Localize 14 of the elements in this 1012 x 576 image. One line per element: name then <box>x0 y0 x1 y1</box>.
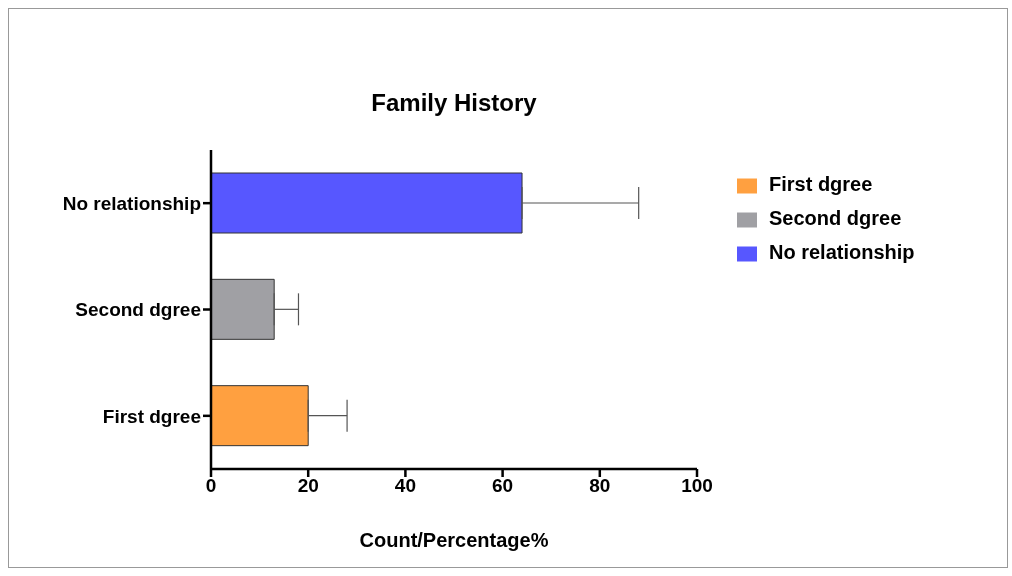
legend-label: Second dgree <box>769 207 902 229</box>
legend-label: First dgree <box>769 173 873 195</box>
x-tick-label: 0 <box>205 475 217 497</box>
legend-label: No relationship <box>769 241 915 263</box>
chart-title: Family History <box>370 89 538 117</box>
x-tick-label: 20 <box>297 475 319 497</box>
x-tick-label: 40 <box>394 475 416 497</box>
x-tick-label: 60 <box>492 475 514 497</box>
y-tick-label: Second dgree <box>75 299 201 321</box>
x-tick-label: 100 <box>681 475 713 497</box>
y-tick-label: First dgree <box>102 405 201 427</box>
y-tick-label: No relationship <box>62 192 201 214</box>
x-axis-title: Count/Percentage% <box>359 529 549 551</box>
x-tick-label: 80 <box>589 475 611 497</box>
